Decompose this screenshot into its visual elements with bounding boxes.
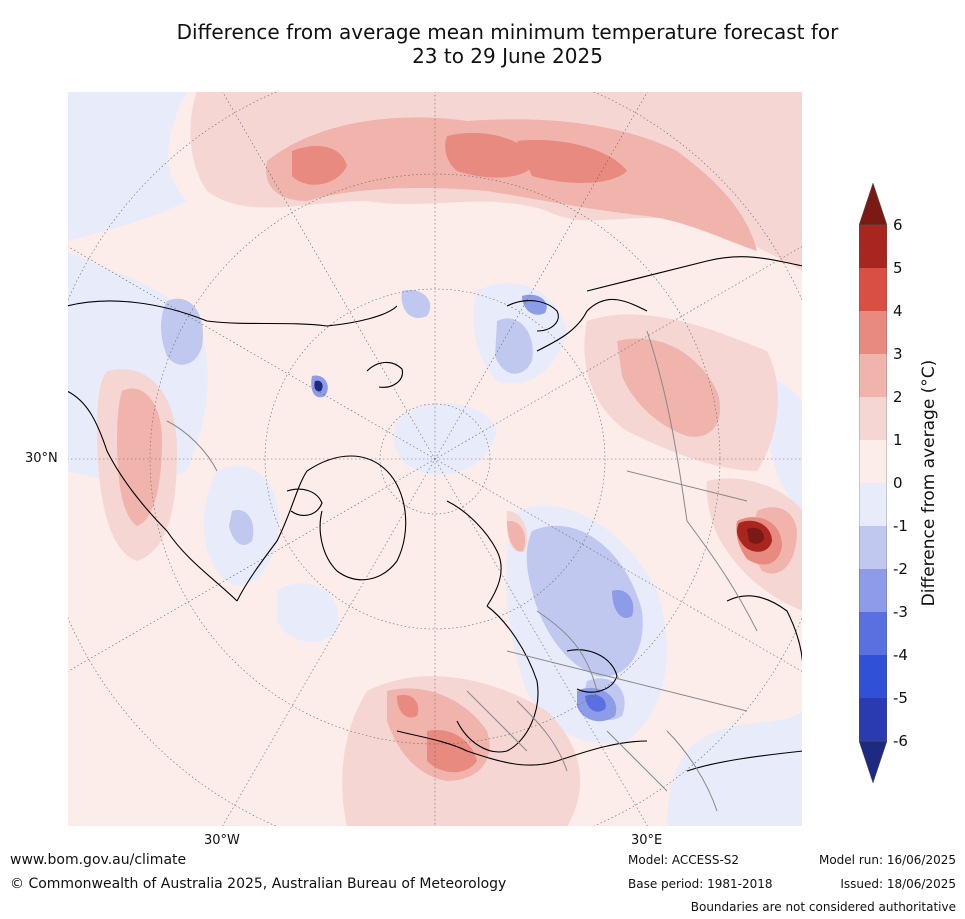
colorbar-tick: 6 [893,216,903,234]
colorbar-band-m3-m2 [859,569,887,612]
lat-label-30n: 30°N [25,451,58,466]
colorbar [858,182,888,784]
colorbar-tick: 5 [893,259,903,277]
colorbar-tick: 1 [893,431,903,449]
title-line-1: Difference from average mean minimum tem… [176,20,839,44]
colorbar-band-m6-m5 [859,698,887,741]
colorbar-band-3-4 [859,311,887,354]
graticule [67,91,803,827]
colorbar-band-m2-m1 [859,526,887,569]
colorbar-label: Difference from average (°C) [919,359,939,607]
colorbar-tick: 3 [893,345,903,363]
coastlines [67,256,803,772]
lon-label-30w: 30°W [204,833,240,848]
colorbar-band-m1-0 [859,483,887,526]
colorbar-tick: -5 [893,689,908,707]
cool-anomaly-extreme [314,380,606,712]
footer-model: Model: ACCESS-S2 [628,853,740,867]
colorbar-band-5-6 [859,225,887,268]
colorbar-tick: 2 [893,388,903,406]
map-frame [67,91,803,827]
footer-base-period: Base period: 1981-2018 [628,877,773,891]
colorbar-tick: -6 [893,732,908,750]
colorbar-extend-bottom [859,741,887,783]
title-line-2: 23 to 29 June 2025 [412,44,603,68]
colorbar-tick: -3 [893,603,908,621]
footer-issued: Issued: 18/06/2025 [840,877,956,891]
colorbar-band-4-5 [859,268,887,311]
colorbar-band-1-2 [859,397,887,440]
footer-copyright: © Commonwealth of Australia 2025, Austra… [10,876,507,892]
country-boundaries [166,330,758,812]
colorbar-tick: -4 [893,646,908,664]
colorbar-tick: -2 [893,560,908,578]
anomaly-map[interactable] [67,91,803,827]
colorbar-svg [858,182,888,784]
lon-label-30e: 30°E [631,833,663,848]
colorbar-extend-top [859,183,887,225]
colorbar-band-m4-m3 [859,612,887,655]
warm-anomaly-extreme [737,520,772,552]
footer-disclaimer: Boundaries are not considered authoritat… [690,900,956,914]
footer-url[interactable]: www.bom.gov.au/climate [10,852,187,868]
footer-model-run: Model run: 16/06/2025 [818,853,956,867]
colorbar-band-m5-m4 [859,655,887,698]
colorbar-band-2-3 [859,354,887,397]
colorbar-band-0-1 [859,440,887,483]
map-svg [67,91,803,827]
page-title: Difference from average mean minimum tem… [0,20,965,68]
colorbar-tick: 4 [893,302,903,320]
colorbar-tick: -1 [893,517,908,535]
colorbar-tick: 0 [893,474,903,492]
